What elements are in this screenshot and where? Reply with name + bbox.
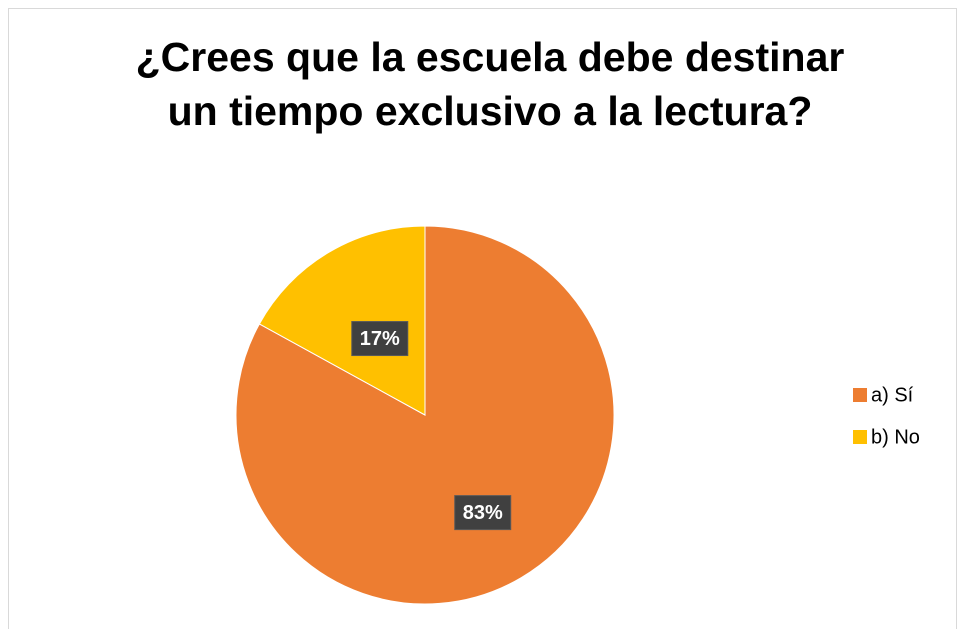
data-label: 83% xyxy=(463,502,503,524)
data-label: 17% xyxy=(360,328,400,350)
chart-title: ¿Crees que la escuela debe destinar un t… xyxy=(135,34,845,134)
data-label-box xyxy=(351,321,409,357)
legend-swatch xyxy=(853,388,867,402)
data-label-box xyxy=(454,495,512,531)
legend-label: b) No xyxy=(871,426,920,448)
legend-swatch xyxy=(853,430,867,444)
legend-label: a) Sí xyxy=(871,384,914,406)
pie-slice xyxy=(258,225,426,416)
chart-border xyxy=(8,8,957,629)
